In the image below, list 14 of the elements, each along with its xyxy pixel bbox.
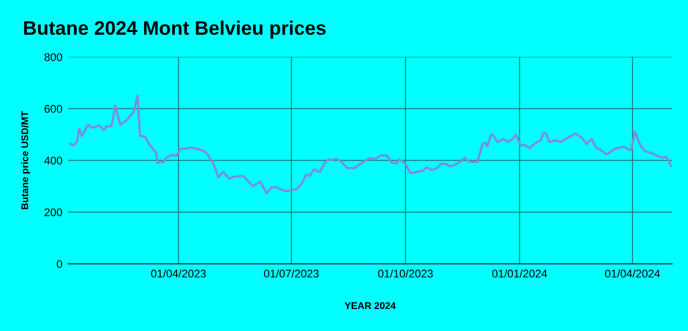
y-tick-label: 800 — [44, 53, 62, 62]
x-tick-label: 01/01/2024 — [492, 269, 548, 278]
y-tick-label: 600 — [44, 104, 62, 113]
x-tick-label: 01/04/2023 — [151, 269, 206, 278]
y-tick-label: 400 — [44, 156, 62, 165]
chart-title: Butane 2024 Mont Belvieu prices — [24, 20, 326, 39]
x-tick-label: 01/07/2023 — [264, 269, 319, 278]
x-tick-label: 01/10/2023 — [378, 269, 433, 278]
y-tick-label: 0 — [56, 260, 62, 268]
x-tick-label: 01/04/2024 — [605, 269, 660, 278]
y-axis-title: Butane price USD/MT — [21, 111, 30, 210]
line-series — [69, 94, 672, 194]
x-axis-title: YEAR 2024 — [344, 302, 396, 310]
y-tick-label: 200 — [44, 208, 62, 216]
